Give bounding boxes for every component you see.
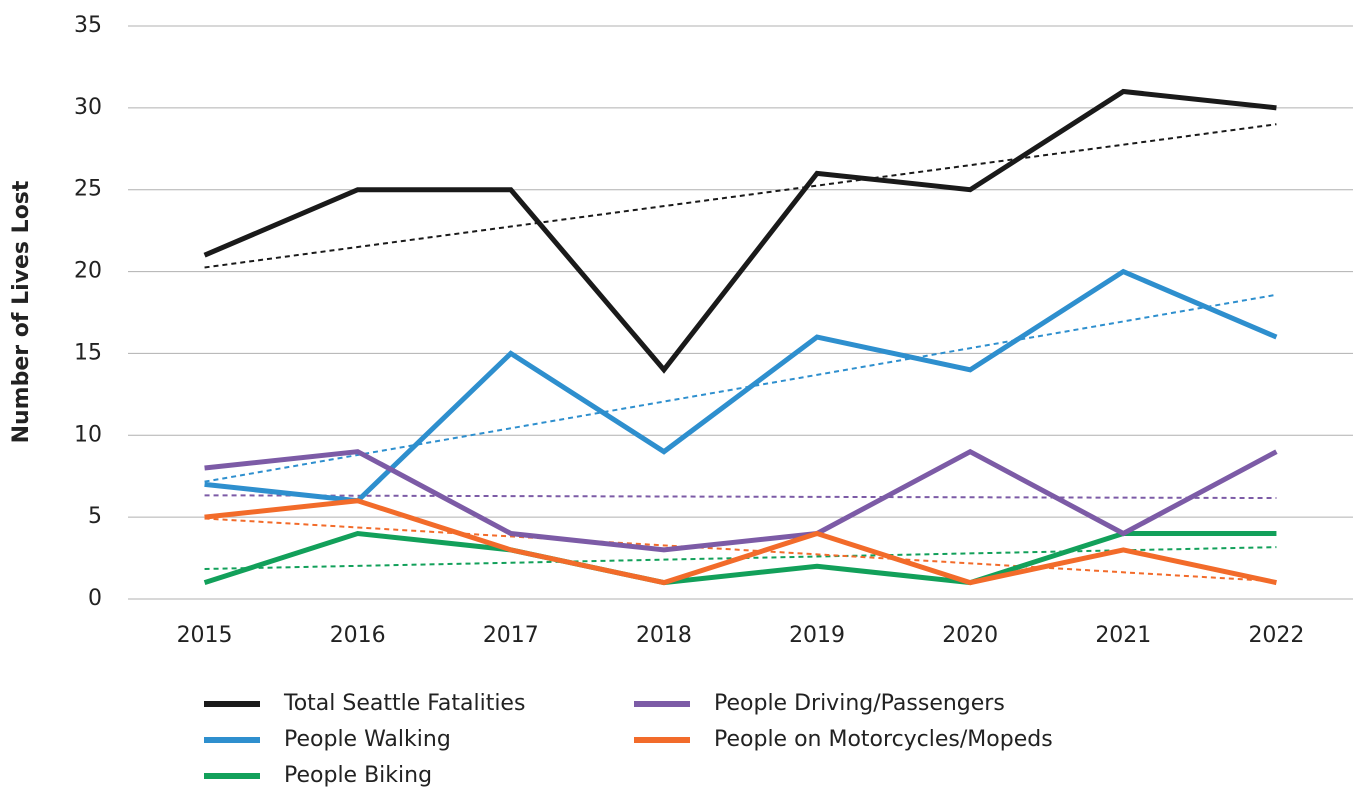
x-tick-label: 2016 (330, 623, 386, 648)
legend-label: People Driving/Passengers (714, 691, 1005, 716)
y-tick-label: 35 (74, 13, 102, 38)
trend-line (204, 517, 1277, 583)
trend-line (204, 123, 1277, 269)
legend-label: People Walking (284, 727, 451, 752)
y-tick-label: 0 (88, 586, 102, 611)
x-tick-label: 2020 (942, 623, 998, 648)
series-line (204, 498, 1277, 586)
x-tick-label: 2015 (177, 623, 233, 648)
trend-line (204, 494, 1277, 500)
legend-label: People Biking (284, 763, 432, 788)
x-tick-label: 2018 (636, 623, 692, 648)
y-tick-label: 20 (74, 259, 102, 284)
y-tick-label: 5 (88, 504, 102, 529)
series-line (204, 268, 1278, 504)
y-tick-label: 15 (74, 340, 102, 365)
x-tick-label: 2022 (1248, 623, 1304, 648)
legend-label: People on Motorcycles/Mopeds (714, 727, 1053, 752)
x-tick-label: 2019 (789, 623, 845, 648)
y-axis-label: Number of Lives Lost (9, 180, 34, 443)
x-tick-label: 2017 (483, 623, 539, 648)
trend-line (204, 546, 1277, 570)
trend-line (204, 293, 1277, 483)
x-tick-label: 2021 (1095, 623, 1151, 648)
series-line (203, 88, 1277, 374)
y-tick-label: 25 (74, 177, 102, 202)
series-line (203, 530, 1277, 586)
y-tick-label: 30 (74, 95, 102, 120)
y-tick-label: 10 (74, 422, 102, 447)
legend-label: Total Seattle Fatalities (283, 691, 525, 716)
series-line (204, 448, 1278, 553)
